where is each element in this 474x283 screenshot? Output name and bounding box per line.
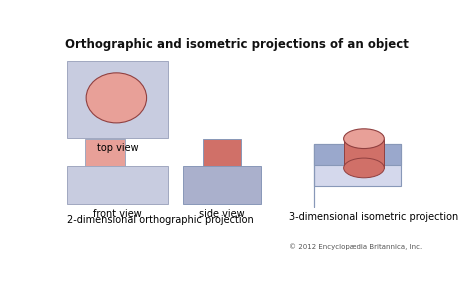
Text: side view: side view (199, 209, 245, 219)
Ellipse shape (344, 129, 384, 149)
Bar (67, 166, 168, 204)
Text: © 2012 Encyclopædia Britannica, Inc.: © 2012 Encyclopædia Britannica, Inc. (289, 243, 422, 250)
Polygon shape (314, 144, 401, 186)
Text: Orthographic and isometric projections of an object: Orthographic and isometric projections o… (65, 38, 410, 51)
Bar (67, 61, 168, 138)
Polygon shape (344, 139, 384, 168)
Bar (203, 140, 241, 166)
Ellipse shape (86, 73, 146, 123)
Text: 2-dimensional orthographic projection: 2-dimensional orthographic projection (67, 215, 254, 225)
Text: 3-dimensional isometric projection: 3-dimensional isometric projection (289, 212, 458, 222)
Bar (85, 140, 126, 166)
Bar (183, 166, 261, 204)
Text: top view: top view (97, 143, 138, 153)
Ellipse shape (344, 158, 384, 178)
Text: front view: front view (93, 209, 142, 219)
Polygon shape (314, 144, 401, 166)
